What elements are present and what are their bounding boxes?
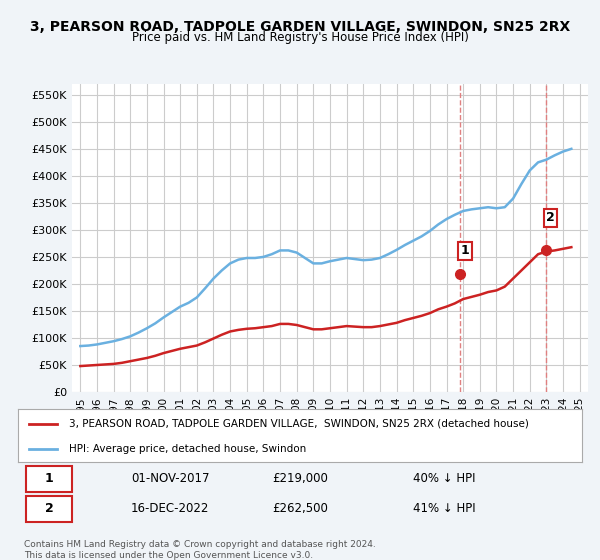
- Text: 2: 2: [44, 502, 53, 515]
- Text: Contains HM Land Registry data © Crown copyright and database right 2024.
This d: Contains HM Land Registry data © Crown c…: [24, 540, 376, 560]
- Text: 1: 1: [44, 472, 53, 486]
- Text: Price paid vs. HM Land Registry's House Price Index (HPI): Price paid vs. HM Land Registry's House …: [131, 31, 469, 44]
- Text: 01-NOV-2017: 01-NOV-2017: [131, 472, 209, 486]
- Text: 40% ↓ HPI: 40% ↓ HPI: [413, 472, 475, 486]
- FancyBboxPatch shape: [26, 466, 71, 492]
- Text: £262,500: £262,500: [272, 502, 328, 515]
- Text: 3, PEARSON ROAD, TADPOLE GARDEN VILLAGE, SWINDON, SN25 2RX: 3, PEARSON ROAD, TADPOLE GARDEN VILLAGE,…: [30, 20, 570, 34]
- Text: 1: 1: [461, 245, 470, 258]
- Text: 16-DEC-2022: 16-DEC-2022: [131, 502, 209, 515]
- Text: 41% ↓ HPI: 41% ↓ HPI: [413, 502, 475, 515]
- Text: £219,000: £219,000: [272, 472, 328, 486]
- Text: 2: 2: [546, 211, 555, 224]
- Text: HPI: Average price, detached house, Swindon: HPI: Average price, detached house, Swin…: [69, 444, 306, 454]
- FancyBboxPatch shape: [26, 496, 71, 521]
- Text: 3, PEARSON ROAD, TADPOLE GARDEN VILLAGE,  SWINDON, SN25 2RX (detached house): 3, PEARSON ROAD, TADPOLE GARDEN VILLAGE,…: [69, 419, 529, 429]
